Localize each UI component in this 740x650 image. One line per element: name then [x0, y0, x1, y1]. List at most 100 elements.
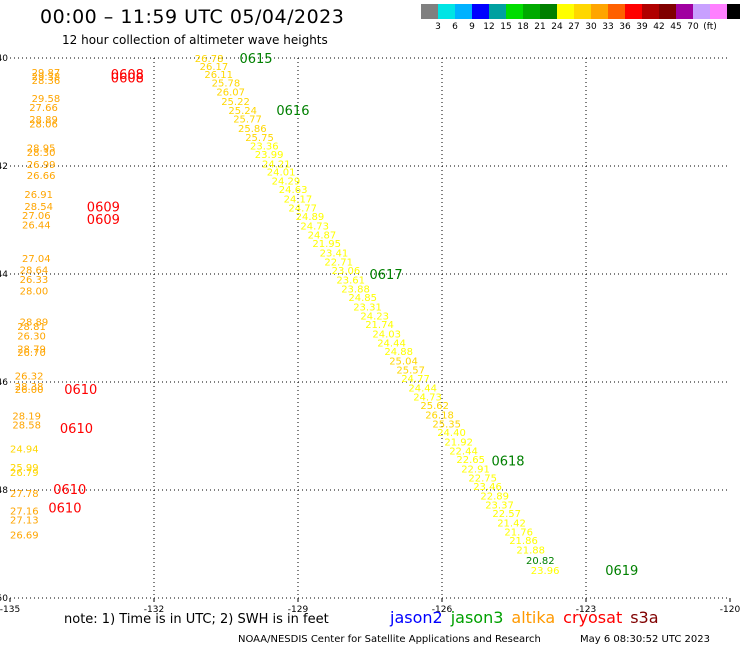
swh-value-label: 28.81: [17, 322, 46, 333]
swh-value-label: 26.00: [15, 385, 44, 396]
time-label: 0608: [111, 68, 144, 83]
color-swatch: [642, 4, 659, 19]
page-subtitle: 12 hour collection of altimeter wave hei…: [62, 33, 328, 47]
color-swatch: [727, 4, 740, 19]
swh-value-label: 21.76: [504, 528, 533, 539]
swh-value-label: 23.61: [336, 275, 365, 286]
map-tick-labels: -135 -132 -129 -126 -123 -120 40 42 44 46 48 50: [0, 54, 740, 615]
swh-value-label: 26.07: [216, 87, 245, 98]
color-swatch: [608, 4, 625, 19]
color-swatch: [557, 4, 574, 19]
swh-value-label: 24.44: [408, 383, 437, 394]
time-label: 0616: [276, 104, 309, 119]
swh-value-label: 26.70: [17, 348, 46, 359]
swh-value-label: 23.46: [473, 482, 502, 493]
swh-value-label: 26.99: [27, 160, 56, 171]
swh-value-label: 26.30: [17, 332, 46, 343]
color-swatch: [676, 4, 693, 19]
swh-value-label: 25.99: [10, 463, 39, 474]
swh-value-label: 23.88: [341, 285, 370, 296]
swh-value-label: 29.58: [32, 94, 61, 105]
tick-label-lat: 40: [0, 54, 8, 64]
swh-value-label: 24.87: [308, 231, 337, 242]
time-label: 0610: [60, 422, 93, 437]
color-scale-label: 45: [670, 22, 682, 32]
swh-value-label: 24.85: [348, 293, 377, 304]
color-swatch: [574, 4, 591, 19]
swh-value-label: 24.73: [413, 393, 442, 404]
swh-value-label: 24.73: [300, 221, 329, 232]
swh-value-label: 27.78: [10, 489, 39, 500]
swh-value-label: 21.88: [516, 545, 545, 556]
swh-value-label: 24.01: [267, 167, 296, 178]
color-scale-label: 12: [483, 22, 495, 32]
color-swatch: [523, 4, 540, 19]
swh-value-label: 27.06: [22, 211, 51, 222]
tick-label-lat: 44: [0, 270, 8, 280]
color-swatch: [693, 4, 710, 19]
tick-label-lon: -126: [432, 605, 453, 615]
color-scale-label: 70: [687, 22, 699, 32]
swh-value-label: 26.91: [24, 190, 53, 201]
color-scale-label: 30: [585, 22, 597, 32]
color-scale-label: 42: [653, 22, 665, 32]
swh-value-label: 28.54: [24, 202, 53, 213]
color-scale-label: 27: [568, 22, 580, 32]
swh-value-label: 28.79: [17, 345, 46, 356]
swh-value-label: 24.17: [284, 194, 313, 205]
swh-value-label: 22.57: [492, 509, 521, 520]
swh-value-label: 22.91: [461, 464, 490, 475]
color-scale-label: 3: [435, 22, 441, 32]
swh-value-label: 26.44: [22, 220, 51, 231]
color-scale-label: 36: [619, 22, 631, 32]
color-swatch: [540, 4, 557, 19]
swh-value-label: 26.11: [204, 70, 233, 81]
swh-value-label: 24.77: [401, 374, 430, 385]
swh-value-label: 29.87: [32, 68, 61, 79]
swh-value-label: 28.95: [27, 144, 56, 155]
tick-label-lon: -120: [720, 605, 740, 615]
generated-timestamp: May 6 08:30:52 UTC 2023: [580, 634, 710, 645]
tick-label-lat: 48: [0, 486, 8, 496]
time-label: 0609: [87, 213, 120, 228]
swh-value-label: 28.64: [20, 266, 49, 277]
swh-value-label: 26.17: [200, 62, 229, 73]
swh-value-label: 25.75: [245, 133, 274, 144]
swh-value-label: 26.69: [10, 530, 39, 541]
tick-label-lat: 46: [0, 378, 8, 388]
tick-label-lon: -123: [576, 605, 596, 615]
swh-value-label: 29.38: [32, 72, 61, 83]
color-scale-label: 39: [636, 22, 648, 32]
color-scale-label: 33: [602, 22, 614, 32]
swh-value-label: 28.36: [32, 76, 61, 87]
swh-value-label: 20.82: [526, 556, 555, 567]
swh-value-label: 27.13: [10, 516, 39, 527]
swh-value-label: 24.03: [372, 329, 401, 340]
swh-value-label: 23.36: [250, 141, 279, 152]
time-label: 0610: [64, 383, 97, 398]
time-label: 0618: [491, 454, 524, 469]
color-swatch: [710, 4, 727, 19]
color-scale-label: (ft): [703, 22, 717, 32]
swh-value-label: 21.42: [497, 518, 526, 529]
swh-value-label: 25.24: [228, 106, 257, 117]
swh-value-label: 21.86: [509, 536, 538, 547]
swh-value-label: 25.62: [420, 401, 449, 412]
color-scale-label: 15: [500, 22, 512, 32]
swh-value-label: 22.65: [456, 455, 485, 466]
swh-value-label: 28.58: [12, 421, 41, 432]
color-swatch: [455, 4, 472, 19]
swh-value-label: 22.89: [480, 491, 509, 502]
swh-value-label: 28.06: [29, 119, 58, 130]
time-labels: 0615061606170618061906080608060906090610…: [48, 52, 638, 579]
swh-value-label: 23.31: [353, 302, 382, 313]
tick-label-lon: -129: [288, 605, 309, 615]
swh-value-label: 24.77: [288, 204, 317, 215]
mission-legend-item: altika: [511, 608, 556, 627]
color-swatch: [506, 4, 523, 19]
mission-legend-item: cryosat: [563, 608, 623, 627]
swh-value-label: 28.89: [29, 115, 58, 126]
color-swatch: [438, 4, 455, 19]
swh-value-label: 27.04: [22, 254, 51, 265]
tick-label-lon: -132: [144, 605, 164, 615]
